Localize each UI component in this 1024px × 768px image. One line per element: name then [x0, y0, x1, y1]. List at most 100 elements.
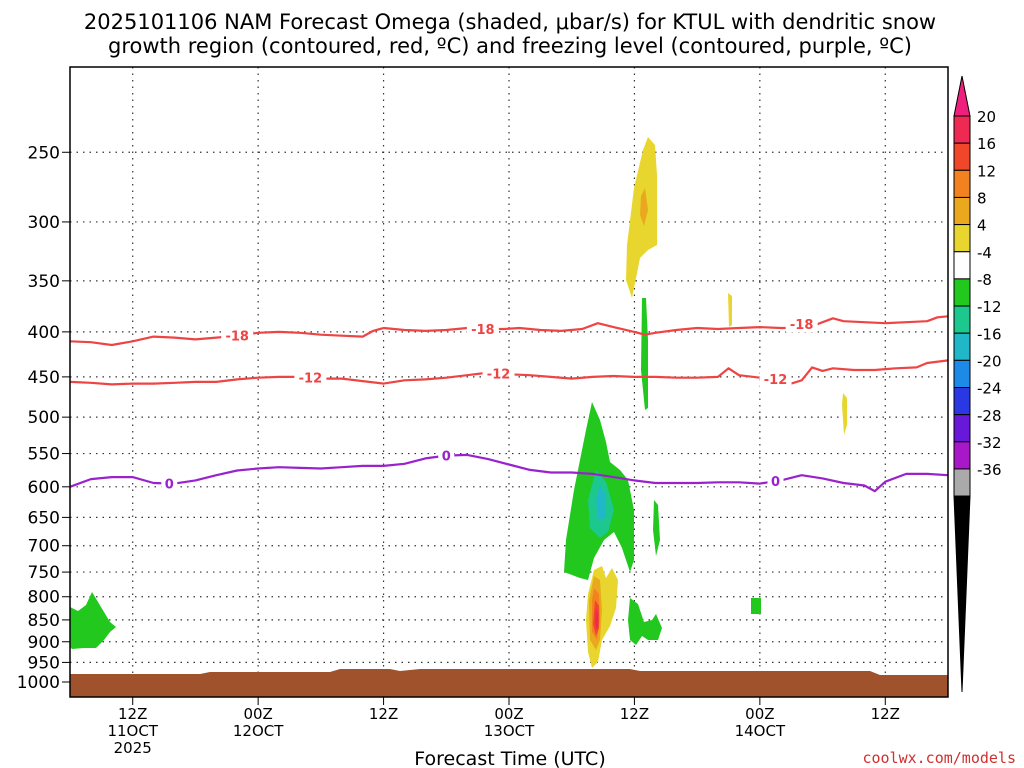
contour-label-0-1: -18 [471, 323, 495, 338]
omega-blob-green-left [70, 592, 116, 649]
y-tick-label-650: 650 [28, 508, 60, 528]
x-tick-label-2-0: 12Z [369, 705, 398, 723]
y-tick-label-250: 250 [28, 143, 60, 163]
x-tick-label-5-1: 14OCT [735, 722, 786, 740]
x-tick-label-1-1: 12OCT [233, 722, 284, 740]
colorbar-segment-2 [953, 169, 971, 198]
contour-label-bg-2-2 [767, 473, 784, 490]
colorbar-segment-8 [953, 332, 971, 361]
x-tick-label-0-2: 2025 [114, 739, 152, 757]
omega-blob-pink-low [595, 608, 598, 630]
y-tick-label-950: 950 [28, 653, 60, 673]
colorbar-segment-9 [953, 359, 971, 389]
x-axis-label: Forecast Time (UTC) [414, 748, 605, 768]
y-tick-label-400: 400 [28, 323, 60, 343]
omega-shading [70, 137, 847, 668]
contour-lines: -18 -18 -18 -12 -12 -12 0 0 0 [69, 315, 949, 493]
colorbar-label-5: -4 [977, 244, 992, 262]
colorbar-segment-13 [953, 468, 971, 497]
surface-ground [70, 669, 948, 697]
contour-label-bg-2-1 [438, 447, 455, 464]
y-tick-label-450: 450 [28, 368, 60, 388]
colorbar-label-1: 16 [977, 135, 996, 153]
contour-label-0-0: -18 [225, 330, 249, 345]
x-tick-label-1-0: 00Z [243, 705, 272, 723]
y-tick-label-300: 300 [28, 213, 60, 233]
y-tick-label-350: 350 [28, 272, 60, 292]
y-tick-label-800: 800 [28, 588, 60, 608]
colorbar-segment-7 [953, 305, 971, 334]
colorbar-segment-5 [953, 251, 971, 280]
omega-blob-yellow-right [842, 393, 847, 435]
colorbar-label-3: 8 [977, 190, 987, 208]
colorbar-segment-11 [953, 414, 971, 443]
omega-blob-green-square [751, 598, 761, 614]
colorbar-bottom-triangle [953, 495, 971, 693]
colorbar: 20 16 12 8 4 -4 -8 -12 -16 -20 -24 -28 -32 -36 [953, 75, 1002, 693]
contour-label-bg-0-2 [785, 316, 818, 333]
contour-label-1-2: -12 [764, 373, 788, 388]
colorbar-segment-3 [953, 196, 971, 226]
y-tick-label-900: 900 [28, 633, 60, 653]
contour-label-bg-0-1 [466, 320, 499, 337]
omega-blob-green-thin [653, 500, 660, 556]
x-tick-label-0-1: 11OCT [107, 722, 158, 740]
colorbar-segment-10 [953, 387, 971, 416]
x-tick-label-3-0: 00Z [494, 705, 523, 723]
omega-blob-cyan-main [596, 485, 606, 520]
colorbar-label-10: -24 [977, 380, 1002, 398]
y-tick-label-500: 500 [28, 408, 60, 428]
chart-title-line-2: growth region (contoured, red, ºC) and f… [108, 34, 912, 58]
x-tick-label-3-1: 13OCT [484, 722, 535, 740]
contour-label-bg-1-1 [482, 365, 515, 382]
contour-label-1-1: -12 [487, 367, 511, 382]
omega-blob-yellow-small [728, 293, 732, 327]
y-tick-label-550: 550 [28, 445, 60, 465]
chart-title-line-1: 2025101106 NAM Forecast Omega (shaded, μ… [84, 10, 936, 34]
y-tick-label-700: 700 [28, 537, 60, 557]
contour-label-1-0: -12 [299, 372, 323, 387]
contour-line-2 [69, 453, 949, 493]
contour-label-bg-1-0 [294, 369, 327, 386]
contour-label-bg-2-0 [161, 475, 178, 492]
colorbar-label-12: -32 [977, 434, 1002, 452]
omega-blob-orange-upper [640, 188, 648, 226]
colorbar-top-triangle [953, 75, 971, 117]
colorbar-label-2: 12 [977, 162, 996, 180]
y-tick-label-750: 750 [28, 563, 60, 583]
colorbar-label-0: 20 [977, 108, 996, 126]
x-tick-label-4-0: 12Z [620, 705, 649, 723]
contour-label-bg-1-2 [759, 370, 792, 387]
contour-label-bg-0-0 [221, 327, 254, 344]
x-tick-label-5-0: 00Z [745, 705, 774, 723]
colorbar-segment-6 [953, 278, 971, 307]
colorbar-label-13: -36 [977, 461, 1002, 479]
ground-fill [70, 669, 948, 697]
y-axis-ticks: 2503003504004505005506006507007508008509… [17, 143, 70, 693]
omega-blob-green-vertical [641, 298, 648, 410]
colorbar-label-11: -28 [977, 407, 1002, 425]
colorbar-label-9: -20 [977, 353, 1002, 371]
colorbar-label-6: -8 [977, 271, 992, 289]
colorbar-segment-12 [953, 441, 971, 470]
contour-label-2-0: 0 [165, 477, 174, 492]
colorbar-segment-1 [953, 142, 971, 171]
colorbar-segment-0 [953, 115, 971, 144]
y-tick-label-850: 850 [28, 611, 60, 631]
grid-lines [70, 67, 948, 697]
y-tick-label-1000: 1000 [17, 673, 60, 693]
x-tick-label-0-0: 12Z [118, 705, 147, 723]
credit-text: coolwx.com/models [862, 749, 1016, 767]
colorbar-label-4: 4 [977, 217, 987, 235]
colorbar-label-7: -12 [977, 298, 1002, 316]
x-tick-label-6-0: 12Z [871, 705, 900, 723]
omega-blob-green-low [628, 598, 662, 645]
contour-label-0-2: -18 [790, 318, 814, 333]
colorbar-label-8: -16 [977, 325, 1002, 343]
contour-line-1 [69, 359, 949, 386]
colorbar-segment-4 [953, 224, 971, 253]
y-tick-label-600: 600 [28, 478, 60, 498]
contour-label-2-1: 0 [442, 450, 451, 465]
